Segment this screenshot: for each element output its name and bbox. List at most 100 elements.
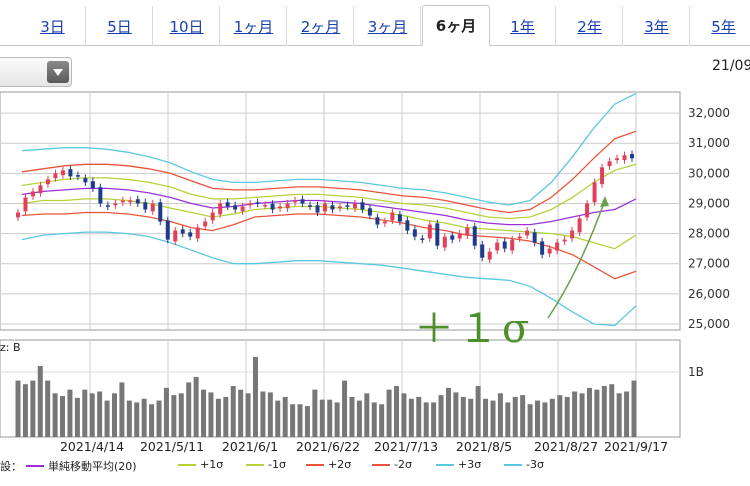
candle-body <box>248 203 253 206</box>
legend-item: -2σ <box>372 458 412 471</box>
legend-item: -3σ <box>504 458 544 471</box>
volume-bar <box>468 398 474 437</box>
candle-body <box>16 212 20 218</box>
candle-body <box>547 248 552 254</box>
legend-swatch <box>178 463 196 466</box>
tab-7[interactable]: 6ヶ月 <box>422 5 490 46</box>
volume-bar <box>356 400 362 437</box>
volume-bar <box>223 396 229 437</box>
legend-label: -2σ <box>394 458 412 471</box>
tab-10[interactable]: 3年 <box>624 6 690 46</box>
candle-body <box>397 214 402 222</box>
candle-body <box>165 220 170 240</box>
volume-bar <box>22 384 28 437</box>
period-tabs: 3日 5日 10日 1ヶ月 2ヶ月 3ヶ月 6ヶ月 1年 2年 3年 5年 <box>0 0 750 46</box>
volume-bar <box>45 380 51 437</box>
candle-body <box>592 182 597 203</box>
candle-body <box>585 203 590 218</box>
candle-body <box>98 187 103 204</box>
volume-bar <box>163 387 169 437</box>
legend-label: -1σ <box>268 458 286 471</box>
volume-bar <box>89 393 95 437</box>
volume-bar <box>275 400 281 437</box>
candle-body <box>622 155 627 161</box>
legend-swatch <box>26 465 44 467</box>
candle-body <box>188 232 193 237</box>
candle-body <box>180 229 185 234</box>
candle-body <box>195 227 200 239</box>
volume-bar <box>215 398 221 437</box>
candle-body <box>308 205 313 207</box>
indicator-select[interactable] <box>0 57 72 87</box>
tab-11[interactable]: 5年 <box>691 6 750 46</box>
tab-9[interactable]: 2年 <box>557 6 623 46</box>
volume-bar <box>601 386 607 437</box>
volume-bar <box>238 389 244 437</box>
tab-5[interactable]: 2ヶ月 <box>288 6 354 46</box>
volume-bar <box>594 389 600 437</box>
legend-item: +1σ <box>178 458 223 471</box>
candle-body <box>382 221 387 224</box>
x-tick-label: 2021/4/14 <box>60 439 124 454</box>
candle-body <box>607 161 612 167</box>
volume-bar <box>535 400 541 437</box>
volume-bar <box>497 393 503 437</box>
volume-bar <box>304 406 310 437</box>
volume-bar <box>349 396 355 437</box>
candle-body <box>60 170 65 176</box>
candle-body <box>120 200 125 203</box>
volume-bar <box>52 393 58 437</box>
candle-body <box>532 232 537 243</box>
volume-bar <box>186 382 192 437</box>
volume-bar <box>564 396 570 437</box>
tab-6[interactable]: 3ヶ月 <box>355 6 421 46</box>
volume-bar <box>438 395 444 437</box>
candle-body <box>555 242 560 251</box>
volume-bar <box>201 389 207 437</box>
volume-bar <box>609 384 615 437</box>
volume-unit-label: z: B <box>0 341 21 354</box>
candle-body <box>225 202 230 207</box>
legend-label: +2σ <box>328 458 352 471</box>
volume-bar <box>260 391 266 437</box>
candle-body <box>210 212 215 221</box>
candle-body <box>472 226 477 246</box>
candle-body <box>68 169 73 177</box>
tab-3[interactable]: 10日 <box>154 6 220 46</box>
volume-bar <box>579 393 585 437</box>
candle-body <box>600 167 605 185</box>
candle-body <box>345 205 350 207</box>
volume-bar <box>156 400 162 437</box>
candle-body <box>53 173 58 179</box>
volume-bar <box>401 393 407 437</box>
tab-4[interactable]: 1ヶ月 <box>221 6 287 46</box>
candle-body <box>495 242 500 251</box>
candle-body <box>285 203 290 209</box>
candle-body <box>45 179 50 185</box>
tab-1[interactable]: 3日 <box>20 6 86 46</box>
y-tick-label: 32,000 <box>688 106 730 120</box>
volume-bar <box>334 402 340 437</box>
series-line <box>21 92 637 206</box>
volume-bar <box>119 382 125 437</box>
legend-swatch <box>436 463 454 466</box>
volume-bar <box>245 393 251 437</box>
legend-swatch <box>306 463 324 466</box>
candle-body <box>615 158 620 161</box>
tab-2[interactable]: 5日 <box>87 6 153 46</box>
volume-bar <box>37 366 43 437</box>
candle-body <box>487 251 492 260</box>
volume-bar <box>208 392 214 437</box>
tab-8[interactable]: 1年 <box>490 6 556 46</box>
candle-body <box>502 241 507 249</box>
volume-bar <box>416 396 422 437</box>
candle-body <box>270 203 275 210</box>
volume-bar <box>631 380 637 437</box>
x-tick-label: 2021/5/11 <box>140 439 204 454</box>
legend-swatch <box>504 463 522 466</box>
volume-bar <box>267 392 273 437</box>
y-tick-label: 29,000 <box>688 196 730 210</box>
y-tick-label: 27,000 <box>688 257 730 271</box>
legend-swatch <box>372 463 390 466</box>
chevron-down-icon[interactable] <box>47 61 69 83</box>
